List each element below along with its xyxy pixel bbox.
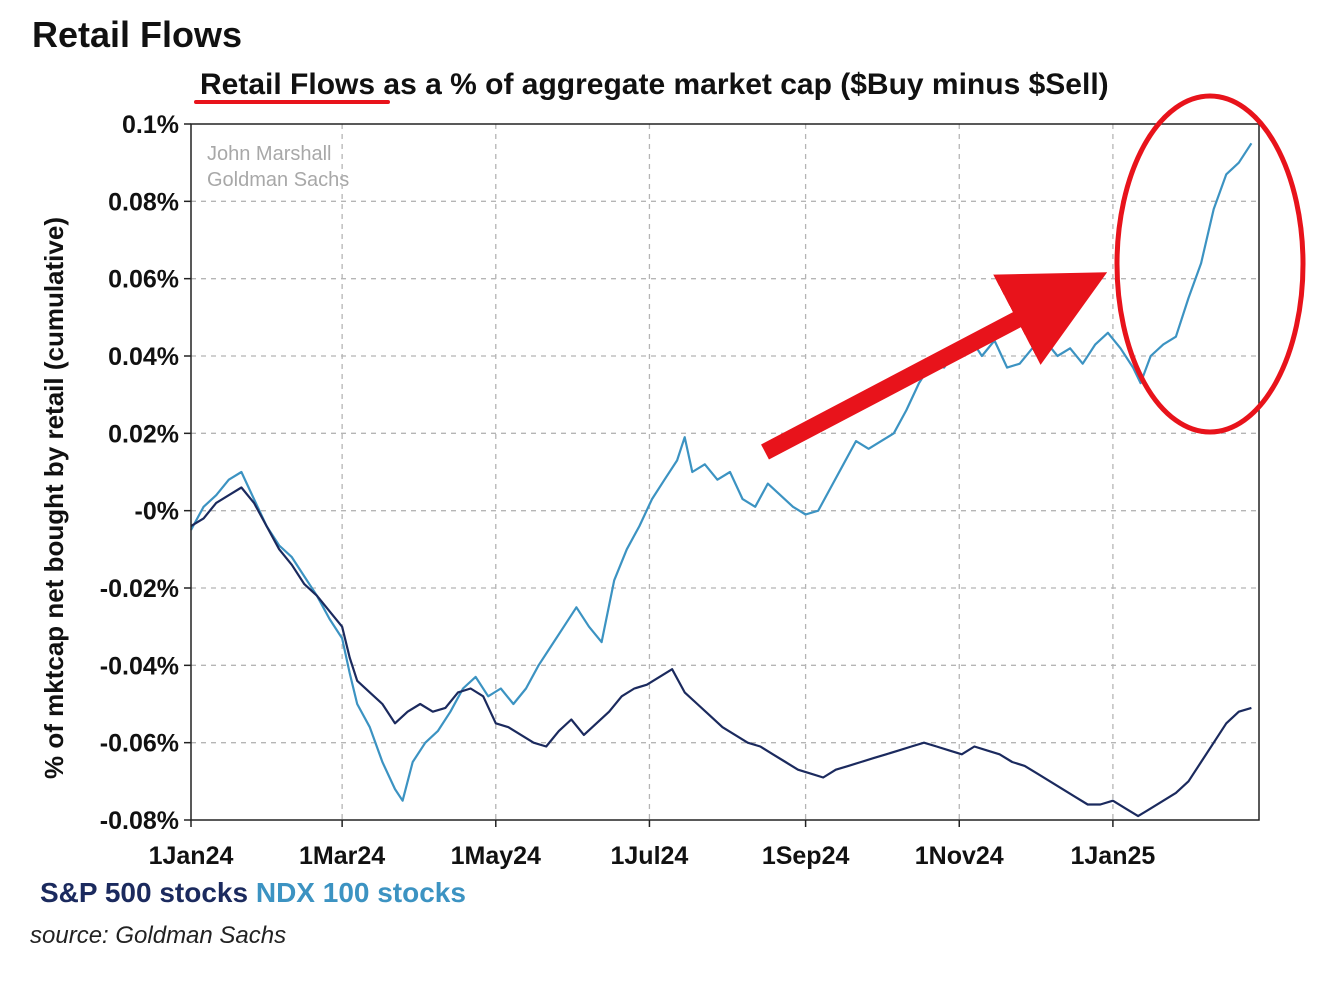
series-line-sp500	[190, 486, 1252, 818]
x-tick-label: 1Jan24	[149, 842, 234, 870]
heading: Retail Flows	[32, 14, 243, 55]
x-tick-label: 1Sep24	[762, 842, 850, 870]
x-tick-label: 1Mar24	[299, 842, 385, 870]
chart-title-underlined: Retail Flows	[200, 68, 375, 101]
y-tick-label: -0.06%	[100, 730, 179, 758]
y-tick-label: 0.02%	[108, 420, 179, 448]
series-line-ndx100	[190, 142, 1253, 802]
watermark-line-2: Goldman Sachs	[207, 169, 349, 191]
y-tick-label: -0.08%	[100, 807, 179, 835]
x-tick-label: 1Nov24	[915, 842, 1004, 870]
legend-sp500: S&P 500 stocks	[40, 877, 248, 908]
y-axis-label: % of mktcap net bought by retail (cumula…	[39, 217, 69, 779]
legend: S&P 500 stocks NDX 100 stocks	[40, 877, 466, 908]
x-tick-label: 1Jan25	[1071, 842, 1156, 870]
y-tick-label: 0.04%	[108, 343, 179, 371]
y-tick-label: 0.08%	[108, 188, 179, 216]
chart-title: Retail Flows as a % of aggregate market …	[200, 68, 1109, 101]
x-tick-label: 1May24	[451, 842, 541, 870]
series-layer	[190, 142, 1253, 818]
legend-ndx100: NDX 100 stocks	[256, 877, 466, 908]
y-tick-label: 0.06%	[108, 266, 179, 294]
chart-title-rest: as a % of aggregate market cap ($Buy min…	[375, 68, 1109, 101]
y-tick-labels: -0.08% -0.06% -0.04% -0.02% -0% 0.02% 0.04% 0.0…	[100, 111, 191, 835]
x-tick-label: 1Jul24	[611, 842, 689, 870]
source-note: source: Goldman Sachs	[30, 922, 287, 949]
plot-frame	[190, 123, 1260, 821]
annotation-arrow	[761, 272, 1108, 460]
annotation-ellipse	[1114, 93, 1306, 435]
y-tick-label: 0.1%	[122, 111, 179, 139]
y-tick-label: -0%	[135, 498, 179, 526]
y-tick-label: -0.02%	[100, 575, 179, 603]
grid	[191, 124, 1259, 820]
x-tick-labels: 1Jan24 1Mar24 1May24 1Jul24 1Sep24 1Nov24 1Jan…	[149, 820, 1156, 870]
y-tick-label: -0.04%	[100, 652, 179, 680]
watermark-line-1: John Marshall	[207, 143, 332, 165]
